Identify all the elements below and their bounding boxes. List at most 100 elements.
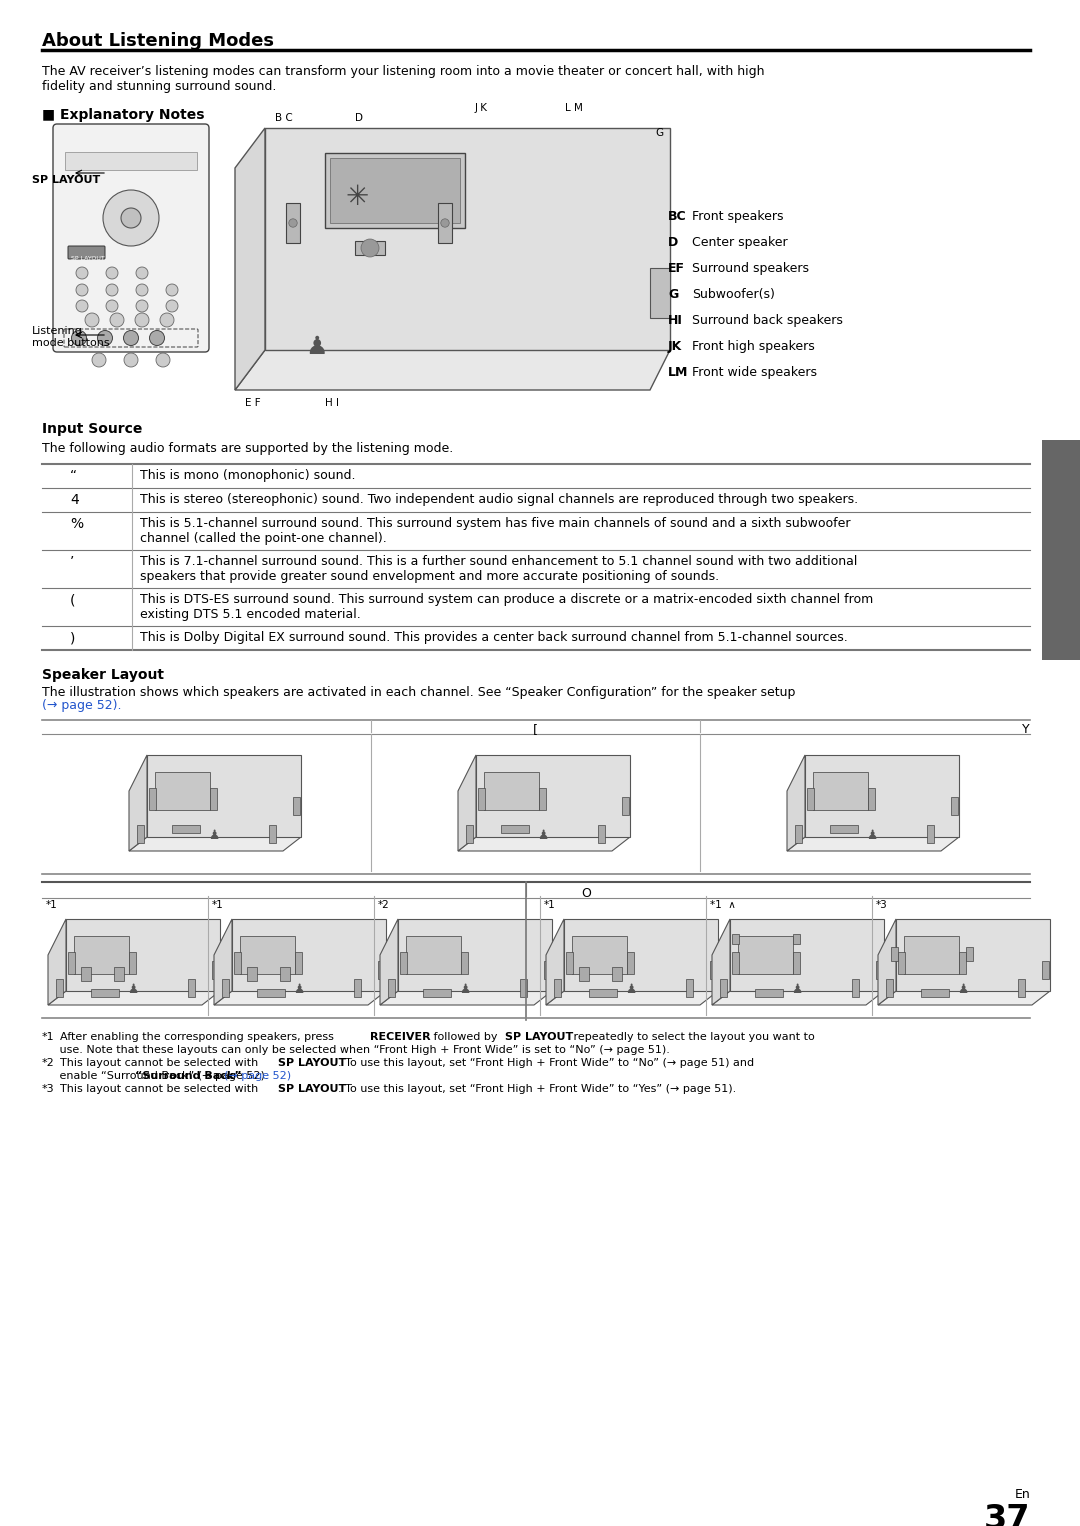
Circle shape bbox=[441, 218, 449, 227]
Bar bbox=[519, 980, 527, 996]
Bar bbox=[210, 787, 217, 810]
Polygon shape bbox=[66, 919, 220, 990]
Text: repeatedly to select the layout you want to: repeatedly to select the layout you want… bbox=[570, 1032, 814, 1042]
Bar bbox=[622, 797, 629, 815]
Bar bbox=[286, 203, 300, 243]
Text: ✳: ✳ bbox=[345, 183, 368, 211]
Polygon shape bbox=[48, 990, 220, 1006]
Text: D: D bbox=[355, 113, 363, 124]
Polygon shape bbox=[458, 755, 476, 852]
Text: *3: *3 bbox=[876, 900, 888, 909]
Bar bbox=[212, 961, 219, 980]
Circle shape bbox=[123, 331, 138, 345]
Circle shape bbox=[124, 353, 138, 366]
Text: Front high speakers: Front high speakers bbox=[692, 340, 814, 353]
Polygon shape bbox=[48, 919, 66, 1006]
Bar bbox=[566, 952, 573, 974]
Text: ♟: ♟ bbox=[625, 983, 636, 996]
Text: %: % bbox=[70, 517, 83, 531]
Bar bbox=[554, 980, 561, 996]
Text: E F: E F bbox=[245, 398, 260, 407]
Polygon shape bbox=[129, 836, 301, 852]
Text: *1: *1 bbox=[46, 900, 57, 909]
Bar bbox=[612, 967, 622, 981]
Text: B C: B C bbox=[275, 113, 293, 124]
Text: En: En bbox=[1014, 1488, 1030, 1502]
Text: The following audio formats are supported by the listening mode.: The following audio formats are supporte… bbox=[42, 443, 454, 455]
Bar bbox=[400, 952, 407, 974]
Bar bbox=[795, 826, 802, 842]
Bar bbox=[388, 980, 395, 996]
Circle shape bbox=[288, 218, 297, 227]
Bar bbox=[269, 826, 276, 842]
Circle shape bbox=[149, 331, 164, 345]
Polygon shape bbox=[878, 990, 1050, 1006]
Polygon shape bbox=[458, 836, 630, 852]
Text: Y: Y bbox=[1023, 723, 1030, 736]
Polygon shape bbox=[896, 919, 1050, 990]
Text: The AV receiver’s listening modes can transform your listening room into a movie: The AV receiver’s listening modes can tr… bbox=[42, 66, 765, 93]
Text: EF: EF bbox=[669, 262, 685, 275]
Bar bbox=[579, 967, 589, 981]
Bar bbox=[295, 952, 302, 974]
Text: G: G bbox=[669, 288, 678, 301]
FancyBboxPatch shape bbox=[68, 246, 105, 259]
Circle shape bbox=[121, 208, 141, 227]
Polygon shape bbox=[380, 990, 552, 1006]
Bar bbox=[793, 952, 800, 974]
FancyBboxPatch shape bbox=[53, 124, 210, 353]
Text: O: O bbox=[581, 887, 591, 900]
Polygon shape bbox=[232, 919, 386, 990]
Polygon shape bbox=[787, 755, 805, 852]
Text: SP LAYOUT: SP LAYOUT bbox=[505, 1032, 573, 1042]
Bar bbox=[720, 980, 727, 996]
Bar bbox=[75, 935, 129, 974]
Bar bbox=[114, 967, 124, 981]
Bar bbox=[354, 980, 361, 996]
Text: HI: HI bbox=[669, 314, 683, 327]
Circle shape bbox=[136, 301, 148, 311]
Text: *2: *2 bbox=[42, 1058, 55, 1068]
Text: . To use this layout, set “Front High + Front Wide” to “Yes” (→ page 51).: . To use this layout, set “Front High + … bbox=[338, 1083, 737, 1094]
Bar bbox=[904, 935, 959, 974]
Text: Input Source: Input Source bbox=[42, 423, 143, 436]
Bar bbox=[484, 772, 539, 810]
Text: followed by: followed by bbox=[430, 1032, 501, 1042]
Bar bbox=[921, 989, 949, 996]
Bar bbox=[423, 989, 451, 996]
Polygon shape bbox=[805, 755, 959, 836]
Text: (: ( bbox=[70, 594, 76, 607]
Bar bbox=[378, 961, 384, 980]
Text: ♟: ♟ bbox=[866, 829, 878, 842]
Bar bbox=[951, 797, 958, 815]
Text: Front wide speakers: Front wide speakers bbox=[692, 366, 816, 378]
Text: ♟: ♟ bbox=[459, 983, 471, 996]
Text: ♟: ♟ bbox=[957, 983, 969, 996]
Polygon shape bbox=[129, 755, 147, 852]
Bar bbox=[257, 989, 285, 996]
Text: This is DTS-ES surround sound. This surround system can produce a discrete or a : This is DTS-ES surround sound. This surr… bbox=[140, 594, 874, 621]
Text: ♟: ♟ bbox=[792, 983, 802, 996]
Polygon shape bbox=[564, 919, 718, 990]
Bar bbox=[966, 948, 973, 961]
Text: This layout cannot be selected with: This layout cannot be selected with bbox=[60, 1083, 261, 1094]
Text: LM: LM bbox=[669, 366, 688, 378]
Circle shape bbox=[106, 267, 118, 279]
Text: This is Dolby Digital EX surround sound. This provides a center back surround ch: This is Dolby Digital EX surround sound.… bbox=[140, 630, 848, 644]
Bar bbox=[831, 826, 858, 833]
Polygon shape bbox=[235, 349, 670, 391]
Text: (→ page 52).: (→ page 52). bbox=[42, 699, 121, 713]
Bar bbox=[56, 980, 63, 996]
Bar bbox=[247, 967, 257, 981]
Bar bbox=[406, 935, 461, 974]
Bar bbox=[650, 269, 670, 317]
Text: The illustration shows which speakers are activated in each channel. See “Speake: The illustration shows which speakers ar… bbox=[42, 687, 795, 699]
Bar bbox=[572, 935, 627, 974]
Text: ♟: ♟ bbox=[294, 983, 305, 996]
Bar bbox=[156, 772, 210, 810]
Bar bbox=[732, 934, 739, 945]
Text: Surround back speakers: Surround back speakers bbox=[692, 314, 842, 327]
Text: (→ page 52): (→ page 52) bbox=[224, 1071, 292, 1080]
Text: Listening
mode buttons: Listening mode buttons bbox=[32, 327, 110, 348]
Circle shape bbox=[106, 284, 118, 296]
